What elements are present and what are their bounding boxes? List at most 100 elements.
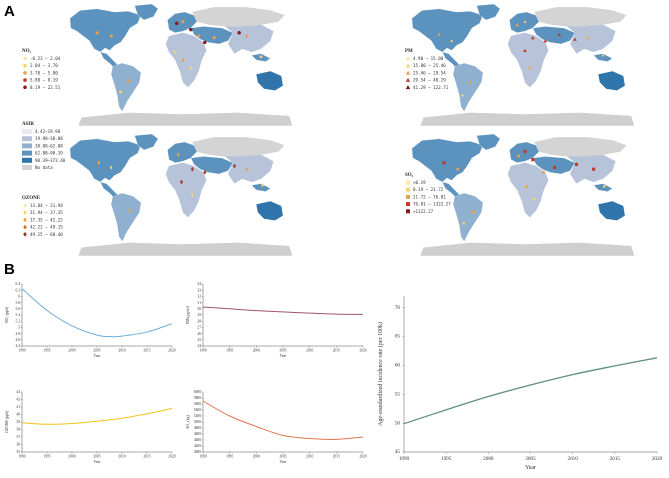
y-axis-label: NO₂ (ppb) bbox=[5, 306, 9, 323]
x-tick-label: 2010 bbox=[306, 455, 313, 459]
y-tick-label: 31 bbox=[197, 301, 201, 305]
legend-label: >1322.27 bbox=[413, 209, 434, 214]
legend-marker bbox=[405, 63, 411, 68]
y-tick-label: 5400 bbox=[194, 408, 201, 412]
legend-label: 25.46 – 29.54 bbox=[413, 70, 446, 75]
x-tick-label: 2000 bbox=[253, 349, 260, 353]
y-tick-label: 5000 bbox=[194, 420, 201, 424]
y-tick-label: 28 bbox=[197, 319, 201, 323]
legend-label: 90.39–373.40 bbox=[35, 158, 66, 163]
legend-marker bbox=[23, 210, 27, 216]
legend-label: 5.80 – 8.19 bbox=[30, 78, 58, 83]
legend-title: OZONE bbox=[22, 196, 41, 201]
legend-label: 4.42–19.98 bbox=[35, 129, 61, 134]
y-tick-label: 5.6 bbox=[16, 307, 21, 311]
legend-marker bbox=[23, 203, 27, 208]
legend-label: 3.70 – 5.80 bbox=[30, 70, 58, 75]
legend-marker bbox=[23, 224, 27, 230]
y-axis-label: Age-standardized incidence rate (per 100… bbox=[377, 322, 384, 426]
legend-label: 76.81 – 1322.27 bbox=[413, 202, 451, 207]
x-tick-label: 2020 bbox=[359, 455, 366, 459]
y-axis-label: OZONE (ppb) bbox=[5, 410, 9, 433]
x-tick-label: 1995 bbox=[43, 455, 50, 459]
y-tick-label: 34 bbox=[197, 282, 201, 286]
legend-label: No data bbox=[35, 165, 53, 170]
x-tick-label: 2020 bbox=[168, 455, 175, 459]
legend-marker bbox=[405, 77, 411, 82]
y-tick-label: 55 bbox=[395, 391, 401, 397]
x-tick-label: 1990 bbox=[18, 455, 25, 459]
y-tick-label: 70 bbox=[395, 305, 401, 311]
x-tick-label: 2005 bbox=[93, 349, 100, 353]
legend-marker bbox=[23, 71, 27, 75]
y-tick-label: 4.6 bbox=[16, 338, 21, 342]
y-tick-label: 24 bbox=[197, 344, 201, 348]
legend-label: 38.08–62.08 bbox=[35, 143, 63, 148]
chart-asir-trend: 1990 1995 2000 2005 2010 2015 2020 45 50 55 60 65 70… bbox=[377, 296, 663, 471]
y-tick-label: 4800 bbox=[194, 426, 201, 430]
legend-so2: SO₂ <0.19 0.19 – 21.72 21.72 – 76.81 76.81 –… bbox=[405, 173, 451, 214]
y-tick-label: 5800 bbox=[194, 396, 201, 400]
x-tick-label: 1990 bbox=[18, 349, 25, 353]
legend-marker bbox=[23, 217, 27, 223]
y-tick-label: 26 bbox=[197, 332, 201, 336]
panel-label-b: B bbox=[4, 261, 15, 278]
legend-swatch bbox=[22, 157, 32, 163]
y-tick-label: 4200 bbox=[194, 444, 201, 448]
y-tick-label: 4600 bbox=[194, 432, 201, 436]
y-tick-label: 6000 bbox=[194, 390, 201, 394]
legend-marker bbox=[23, 56, 27, 61]
legend-swatch bbox=[22, 136, 32, 142]
legend-label: 0.19 – 21.72 bbox=[413, 187, 444, 192]
y-tick-label: 33 bbox=[197, 288, 201, 292]
y-tick-label: 4400 bbox=[194, 438, 201, 442]
legend-marker bbox=[23, 231, 27, 237]
legend-marker bbox=[405, 56, 411, 61]
x-tick-label: 1995 bbox=[43, 349, 50, 353]
y-tick-label: 5.2 bbox=[16, 319, 21, 323]
x-tick-label: 2005 bbox=[525, 456, 536, 462]
y-tick-label: 5600 bbox=[194, 402, 201, 406]
legend-ozone: OZONE 13.04 – 31.94 31.94 – 37.35 37.35 – 4… bbox=[22, 196, 63, 237]
x-tick-label: 2000 bbox=[68, 455, 75, 459]
legend-marker bbox=[23, 85, 27, 90]
map-so2 bbox=[411, 133, 635, 257]
y-tick-label: 5.8 bbox=[16, 301, 21, 305]
legend-marker bbox=[406, 194, 410, 199]
legend-label: 42.22 – 49.15 bbox=[30, 225, 63, 230]
y-tick-label: 4.4 bbox=[16, 344, 21, 348]
legend-marker bbox=[406, 180, 410, 185]
y-tick-label: 6 bbox=[18, 295, 20, 299]
legend-label: 62.08–90.39 bbox=[35, 151, 63, 156]
chart-no2-trend: 1990 1995 2000 2005 2010 2015 2020 4.4 4.6 4.8 5 5.… bbox=[5, 282, 176, 358]
legend-title: PM bbox=[405, 49, 413, 54]
y-tick-label: 39 bbox=[16, 420, 20, 424]
x-tick-label: 2015 bbox=[143, 349, 150, 353]
series-line bbox=[21, 288, 173, 338]
legend-label: 15.00 – 25.46 bbox=[413, 63, 446, 68]
legend-marker bbox=[23, 78, 27, 82]
legend-title: NO₂ bbox=[22, 49, 32, 54]
y-tick-label: 37 bbox=[16, 435, 20, 439]
panel-label-a: A bbox=[4, 3, 15, 20]
x-tick-label: 2015 bbox=[333, 349, 340, 353]
x-tick-label: 1995 bbox=[226, 455, 233, 459]
legend-title: SO₂ bbox=[405, 173, 414, 178]
legend-label: 29.54 – 40.29 bbox=[413, 78, 446, 83]
y-tick-label: 4.8 bbox=[16, 332, 21, 336]
legend-no2: NO₂ -0.23 – 2.04 2.04 – 3.70 3.70 – 5.80 5.8… bbox=[22, 49, 61, 90]
legend-label: 4.90 – 15.00 bbox=[413, 56, 444, 61]
legend-label: 13.04 – 31.94 bbox=[30, 203, 63, 208]
series-line bbox=[21, 408, 173, 425]
x-tick-label: 2020 bbox=[359, 349, 366, 353]
x-tick-label: 2000 bbox=[483, 456, 494, 462]
legend-label: -0.23 – 2.04 bbox=[30, 56, 61, 61]
legend-label: 41.29 – 122.71 bbox=[413, 85, 449, 90]
y-tick-label: 6.4 bbox=[16, 282, 21, 286]
x-tick-label: 2020 bbox=[652, 456, 663, 462]
legend-marker bbox=[405, 70, 411, 75]
x-tick-label: 2015 bbox=[333, 455, 340, 459]
y-tick-label: 60 bbox=[395, 363, 401, 369]
